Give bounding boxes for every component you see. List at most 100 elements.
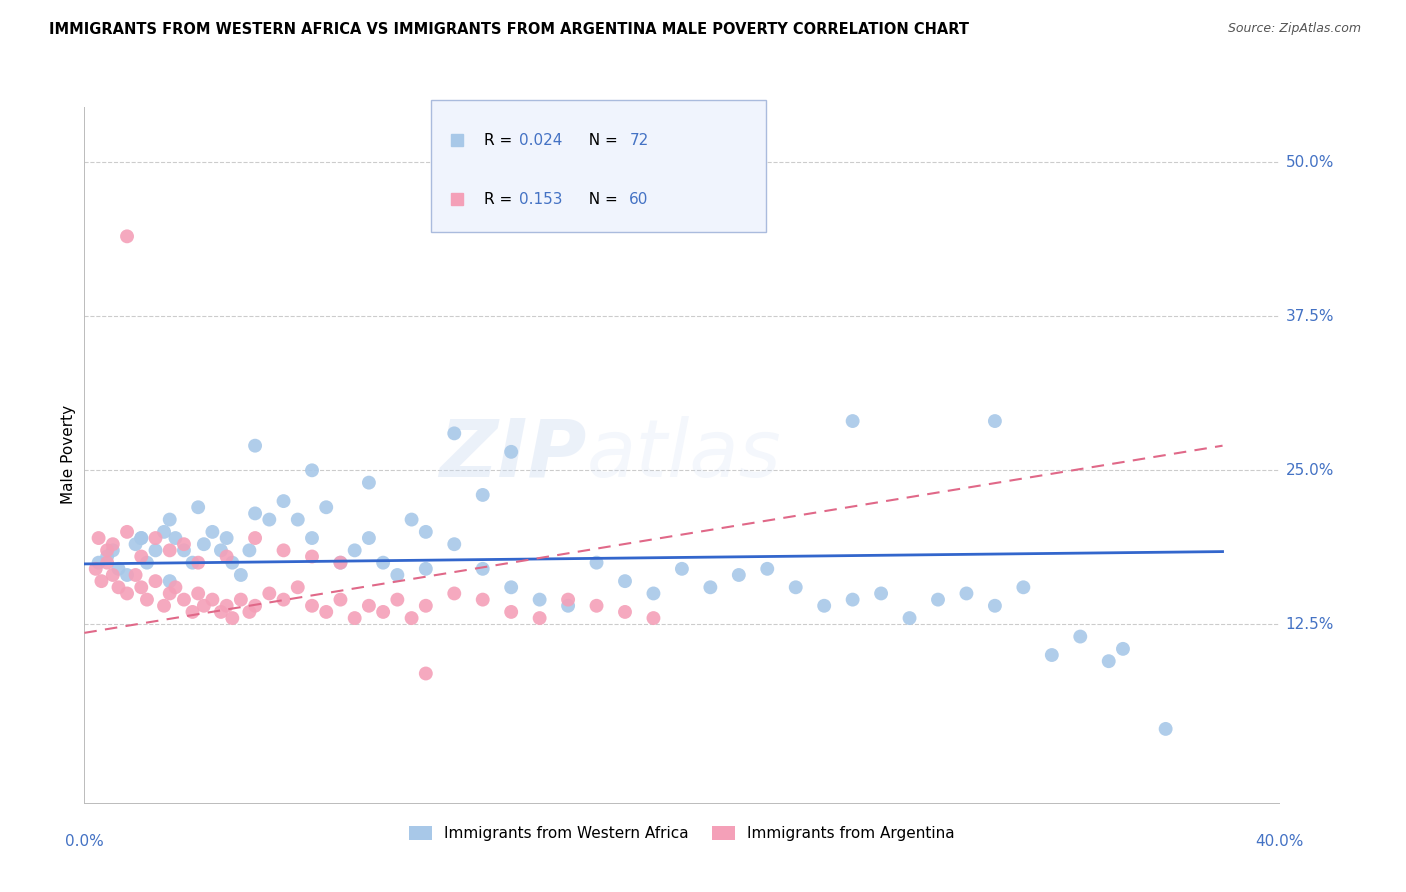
Point — [1154, 722, 1177, 736]
Point — [273, 494, 295, 508]
Point — [165, 580, 187, 594]
Point — [315, 500, 337, 515]
Point — [529, 592, 551, 607]
Point — [643, 586, 665, 600]
Point — [87, 556, 110, 570]
Point — [229, 568, 252, 582]
Point — [124, 568, 146, 582]
Point — [115, 229, 138, 244]
Point — [145, 574, 167, 589]
Point — [215, 549, 238, 564]
Point — [96, 556, 118, 570]
Point — [243, 439, 266, 453]
Point — [343, 611, 366, 625]
FancyBboxPatch shape — [432, 100, 766, 232]
Point — [145, 543, 167, 558]
Point — [129, 580, 152, 594]
Point — [287, 580, 309, 594]
Point — [221, 556, 243, 570]
Point — [585, 599, 607, 613]
Point — [471, 592, 494, 607]
Point — [301, 531, 323, 545]
Point — [129, 531, 152, 545]
Point — [841, 592, 863, 607]
Point — [813, 599, 835, 613]
Y-axis label: Male Poverty: Male Poverty — [60, 405, 76, 505]
Point — [357, 599, 380, 613]
Point — [238, 543, 260, 558]
Point — [243, 507, 266, 521]
Point — [1098, 654, 1121, 668]
Text: IMMIGRANTS FROM WESTERN AFRICA VS IMMIGRANTS FROM ARGENTINA MALE POVERTY CORRELA: IMMIGRANTS FROM WESTERN AFRICA VS IMMIGR… — [49, 22, 969, 37]
Point — [401, 611, 423, 625]
Point — [585, 556, 607, 570]
Point — [107, 580, 129, 594]
Point — [101, 568, 124, 582]
Text: ZIP: ZIP — [439, 416, 586, 494]
Point — [115, 586, 138, 600]
Point — [387, 592, 409, 607]
Text: Source: ZipAtlas.com: Source: ZipAtlas.com — [1227, 22, 1361, 36]
Point — [259, 512, 281, 526]
Point — [209, 543, 232, 558]
Point — [209, 605, 232, 619]
Point — [187, 500, 209, 515]
Point — [614, 574, 637, 589]
Point — [373, 556, 395, 570]
Point — [343, 543, 366, 558]
Text: 72: 72 — [630, 133, 648, 148]
Point — [614, 605, 637, 619]
Point — [115, 568, 138, 582]
Point — [84, 562, 107, 576]
Point — [841, 414, 863, 428]
Point — [898, 611, 921, 625]
Text: 0.153: 0.153 — [519, 192, 562, 207]
Point — [221, 611, 243, 625]
Text: 60: 60 — [630, 192, 648, 207]
Text: R =: R = — [484, 133, 516, 148]
Point — [107, 562, 129, 576]
Point — [301, 599, 323, 613]
Point — [415, 666, 437, 681]
Point — [243, 599, 266, 613]
Legend: Immigrants from Western Africa, Immigrants from Argentina: Immigrants from Western Africa, Immigran… — [404, 820, 960, 847]
Point — [201, 592, 224, 607]
Point — [201, 524, 224, 539]
Point — [181, 605, 204, 619]
Text: 50.0%: 50.0% — [1285, 155, 1334, 170]
Point — [259, 586, 281, 600]
Point — [287, 512, 309, 526]
Point — [927, 592, 949, 607]
Point — [193, 599, 215, 613]
Point — [159, 543, 181, 558]
Point — [273, 543, 295, 558]
Point — [173, 537, 195, 551]
Point — [153, 524, 176, 539]
Point — [243, 531, 266, 545]
Point — [187, 556, 209, 570]
Point — [101, 537, 124, 551]
Text: 0.024: 0.024 — [519, 133, 562, 148]
Point — [671, 562, 693, 576]
Point — [96, 549, 118, 564]
Point — [443, 586, 465, 600]
Point — [215, 531, 238, 545]
Point — [357, 475, 380, 490]
Point — [415, 599, 437, 613]
Point — [501, 445, 523, 459]
Point — [443, 426, 465, 441]
Point — [401, 512, 423, 526]
Point — [471, 488, 494, 502]
Point — [727, 568, 749, 582]
Point — [165, 531, 187, 545]
Point — [159, 512, 181, 526]
Point — [136, 556, 159, 570]
Text: 0.0%: 0.0% — [65, 834, 104, 849]
Point — [115, 524, 138, 539]
Point — [173, 592, 195, 607]
Point — [415, 524, 437, 539]
Point — [329, 592, 352, 607]
Point — [301, 549, 323, 564]
Point — [1012, 580, 1035, 594]
Point — [1069, 630, 1091, 644]
